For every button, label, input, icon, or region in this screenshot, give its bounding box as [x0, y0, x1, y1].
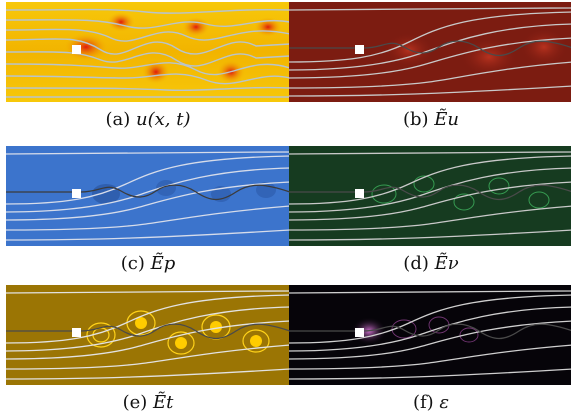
caption-a: (a) u(x, t) — [6, 106, 290, 134]
streamlines — [289, 290, 571, 380]
panel-a: (a) u(x, t) — [6, 2, 290, 134]
panel-e-image — [6, 285, 290, 385]
panel-c-image — [6, 146, 290, 246]
panel-f-image — [289, 285, 571, 385]
caption-b: (b) Ẽu — [289, 106, 571, 134]
obstacle-square — [72, 45, 81, 54]
streamlines — [289, 151, 571, 241]
caption-symbol: ε — [439, 392, 450, 413]
caption-symbol: u(x, t) — [136, 109, 191, 130]
caption-letter: (e) — [122, 392, 148, 413]
caption-d: (d) Ẽν — [289, 250, 571, 278]
vortex-cores — [135, 317, 262, 349]
streamlines — [6, 8, 290, 98]
caption-letter: (b) — [402, 109, 429, 130]
caption-symbol: Ẽν — [434, 253, 459, 274]
streamlines — [289, 7, 571, 97]
streamlines — [6, 290, 290, 380]
obstacle-square — [355, 189, 364, 198]
obstacle-square — [72, 328, 81, 337]
vortex-rings — [371, 175, 550, 211]
panel-d: (d) Ẽν — [289, 146, 571, 278]
caption-e: (e) Ẽt — [6, 389, 290, 417]
obstacle-square — [355, 328, 364, 337]
caption-c: (c) Ẽp — [6, 250, 290, 278]
obstacle-square — [72, 189, 81, 198]
obstacle-square — [355, 45, 364, 54]
panel-c: (c) Ẽp — [6, 146, 290, 278]
caption-letter: (d) — [403, 253, 429, 274]
caption-symbol: Ẽt — [153, 392, 174, 413]
panel-b-image — [289, 2, 571, 102]
caption-f: (f) ε — [289, 389, 571, 417]
caption-letter: (c) — [120, 253, 145, 274]
panel-a-image — [6, 2, 290, 102]
panel-f: (f) ε — [289, 285, 571, 417]
streamlines — [6, 151, 290, 241]
caption-letter: (a) — [105, 109, 131, 130]
caption-letter: (f) — [412, 392, 434, 413]
panel-d-image — [289, 146, 571, 246]
caption-symbol: Ẽu — [434, 109, 460, 130]
panel-b: (b) Ẽu — [289, 2, 571, 134]
panel-e: (e) Ẽt — [6, 285, 290, 417]
caption-symbol: Ẽp — [150, 253, 176, 274]
